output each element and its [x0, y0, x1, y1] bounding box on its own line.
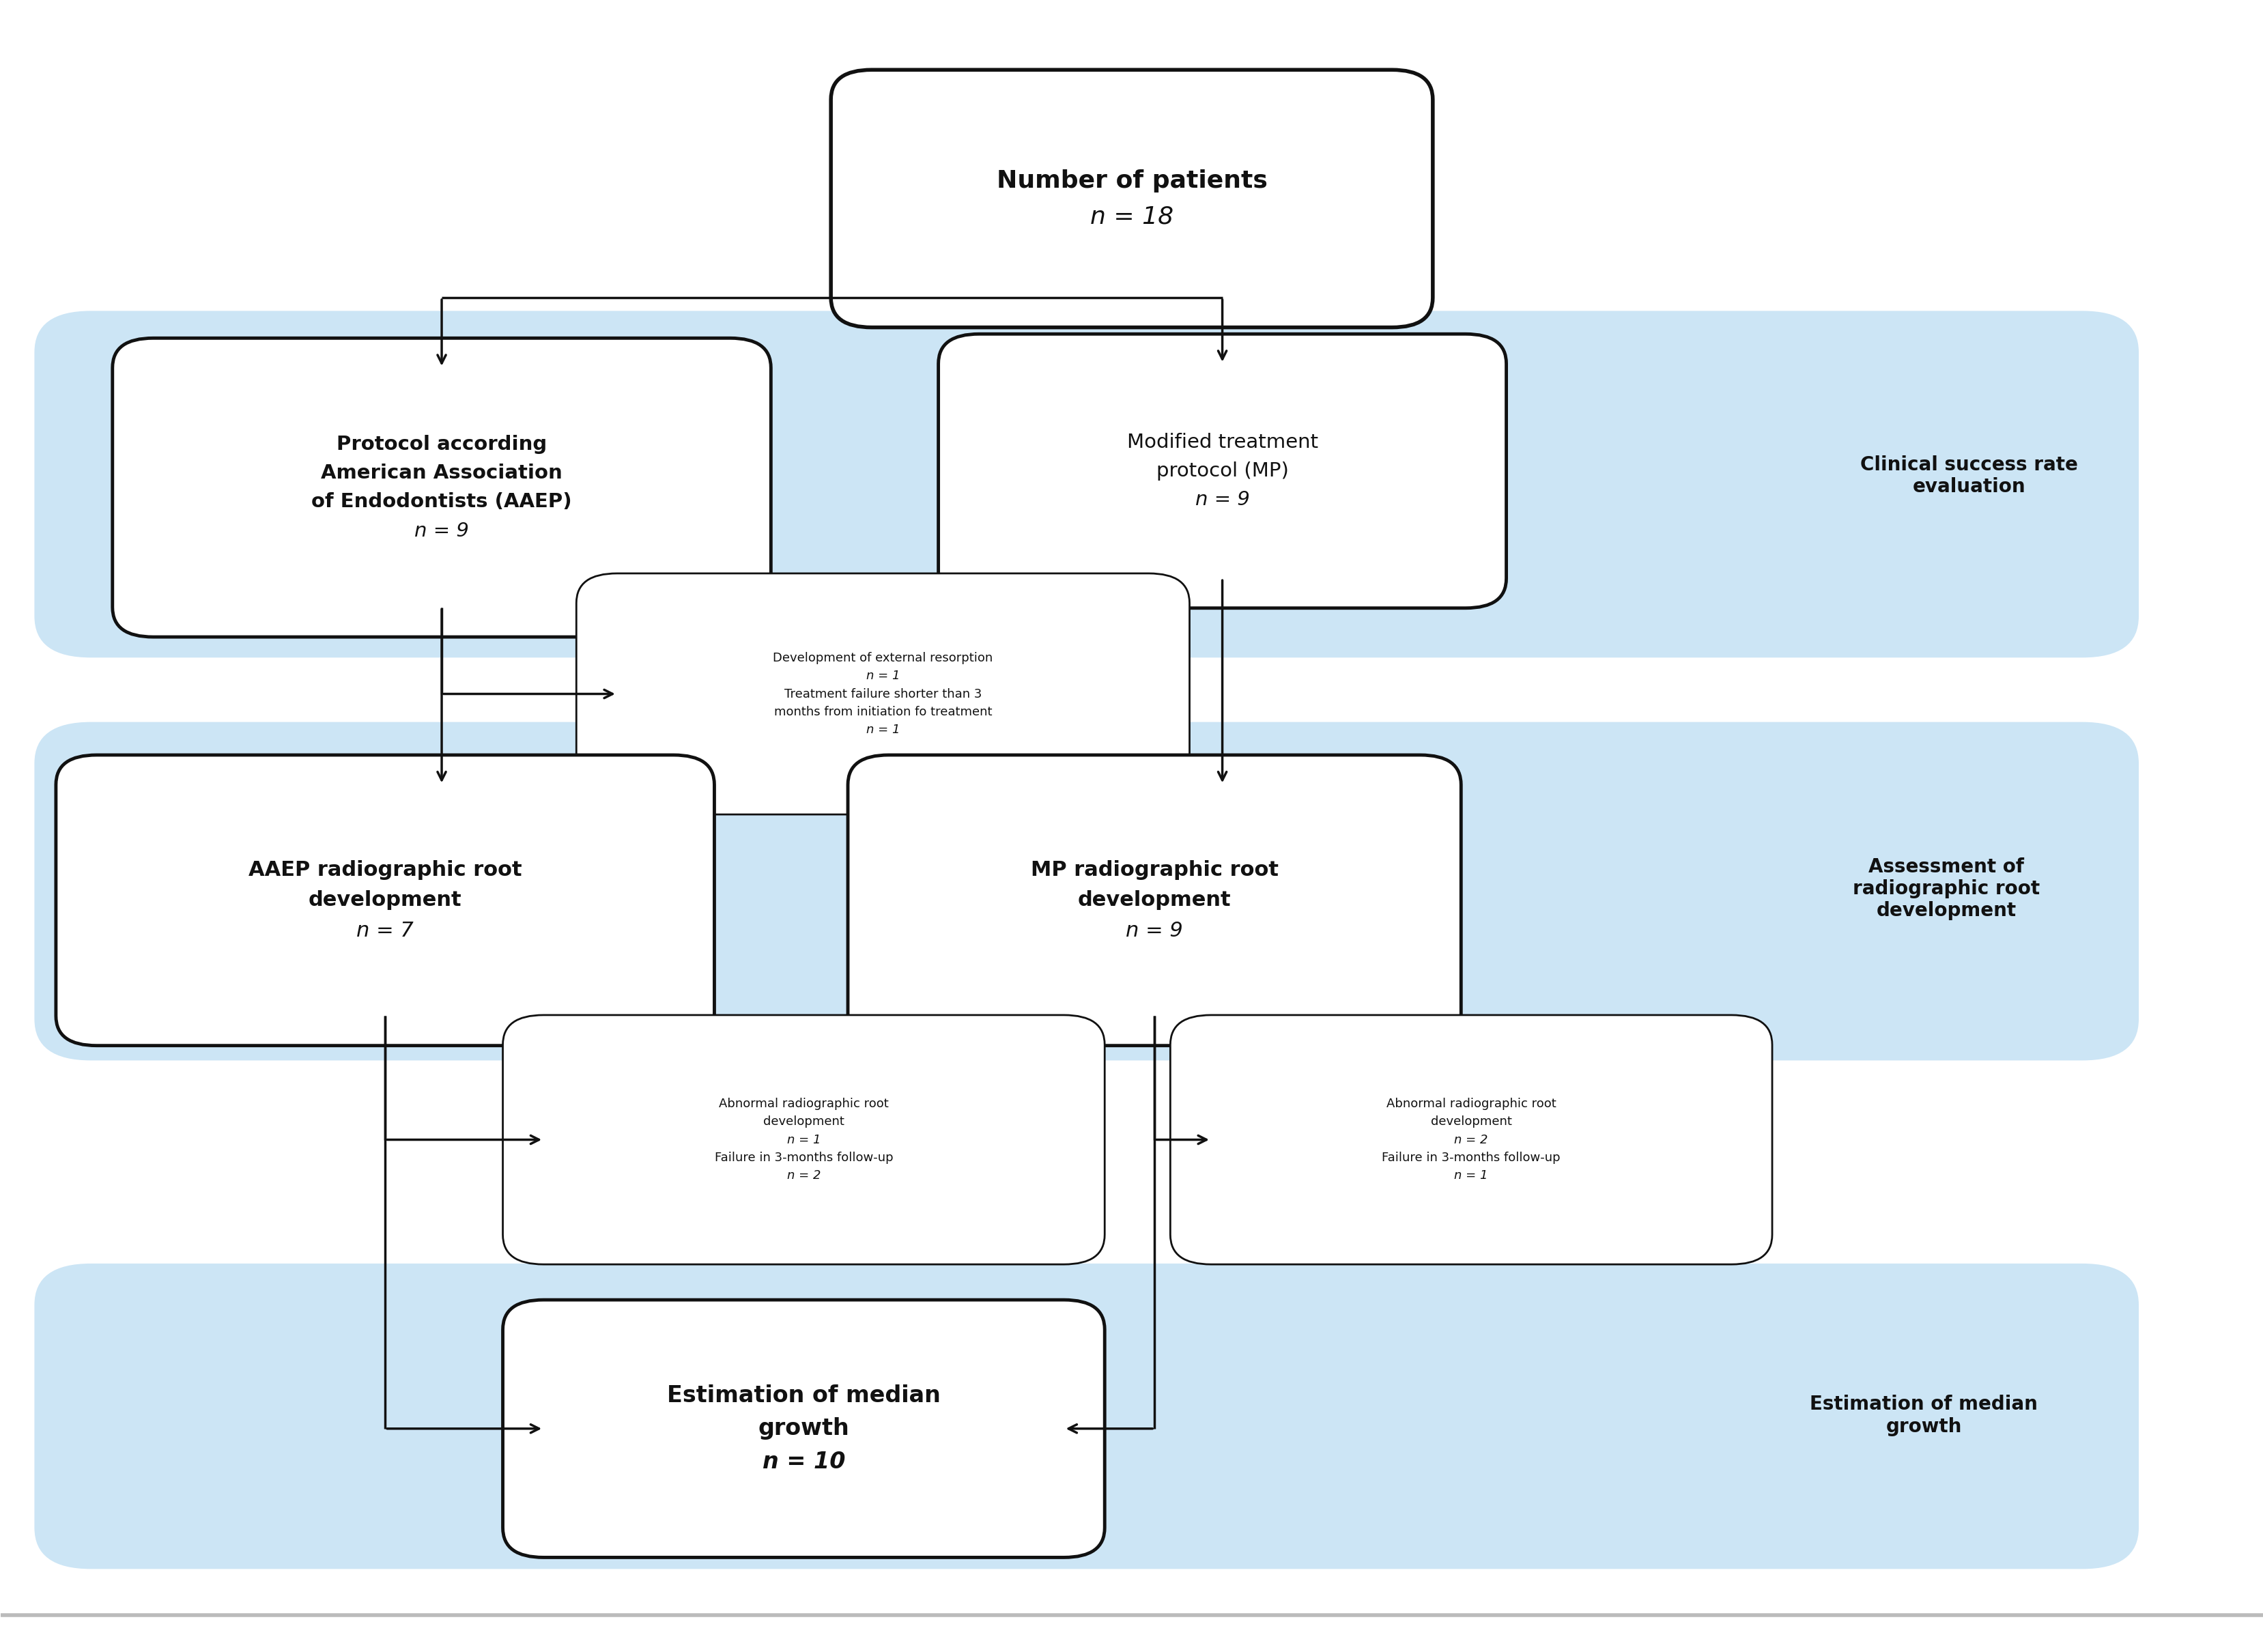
- Text: n = 9: n = 9: [1125, 920, 1184, 940]
- Text: n = 1: n = 1: [1453, 1170, 1487, 1181]
- Text: of Endodontists (AAEP): of Endodontists (AAEP): [312, 492, 573, 512]
- FancyBboxPatch shape: [34, 1264, 2139, 1569]
- Text: Estimation of median: Estimation of median: [668, 1384, 941, 1408]
- Text: development: development: [1077, 890, 1231, 910]
- Text: Number of patients: Number of patients: [996, 169, 1267, 192]
- Text: n = 7: n = 7: [358, 920, 414, 940]
- FancyBboxPatch shape: [849, 755, 1460, 1046]
- FancyBboxPatch shape: [831, 69, 1432, 327]
- Text: development: development: [1430, 1115, 1512, 1128]
- Text: development: development: [763, 1115, 844, 1128]
- FancyBboxPatch shape: [113, 339, 772, 638]
- Text: MP radiographic root: MP radiographic root: [1030, 861, 1279, 881]
- Text: Failure in 3-months follow-up: Failure in 3-months follow-up: [1380, 1151, 1559, 1163]
- Text: development: development: [308, 890, 462, 910]
- Text: growth: growth: [758, 1417, 849, 1441]
- Text: n = 9: n = 9: [414, 522, 468, 540]
- FancyBboxPatch shape: [577, 573, 1188, 814]
- Text: n = 1: n = 1: [867, 724, 901, 735]
- FancyBboxPatch shape: [1170, 1014, 1772, 1264]
- Text: Abnormal radiographic root: Abnormal radiographic root: [720, 1099, 889, 1110]
- Text: months from initiation fo treatment: months from initiation fo treatment: [774, 705, 991, 719]
- Text: n = 2: n = 2: [1453, 1133, 1487, 1146]
- FancyBboxPatch shape: [502, 1300, 1104, 1558]
- Text: n = 1: n = 1: [788, 1133, 821, 1146]
- FancyBboxPatch shape: [939, 334, 1505, 608]
- Text: n = 9: n = 9: [1195, 491, 1249, 509]
- Text: protocol (MP): protocol (MP): [1156, 461, 1288, 481]
- Text: Modified treatment: Modified treatment: [1127, 433, 1317, 451]
- Text: Clinical success rate
evaluation: Clinical success rate evaluation: [1860, 456, 2077, 497]
- Text: American Association: American Association: [321, 464, 561, 482]
- Text: Protocol according: Protocol according: [337, 434, 548, 454]
- FancyBboxPatch shape: [57, 755, 715, 1046]
- Text: Estimation of median
growth: Estimation of median growth: [1810, 1394, 2037, 1436]
- FancyBboxPatch shape: [34, 311, 2139, 657]
- Text: n = 2: n = 2: [788, 1170, 821, 1181]
- Text: AAEP radiographic root: AAEP radiographic root: [249, 861, 523, 881]
- Text: Development of external resorption: Development of external resorption: [772, 653, 993, 664]
- Text: n = 10: n = 10: [763, 1450, 844, 1474]
- Text: Treatment failure shorter than 3: Treatment failure shorter than 3: [783, 687, 982, 700]
- Text: Failure in 3-months follow-up: Failure in 3-months follow-up: [715, 1151, 894, 1163]
- FancyBboxPatch shape: [34, 722, 2139, 1061]
- Text: n = 18: n = 18: [1091, 205, 1172, 228]
- FancyBboxPatch shape: [502, 1014, 1104, 1264]
- Text: Abnormal radiographic root: Abnormal radiographic root: [1385, 1099, 1555, 1110]
- Text: n = 1: n = 1: [867, 671, 901, 682]
- Text: Assessment of
radiographic root
development: Assessment of radiographic root developm…: [1853, 857, 2039, 920]
